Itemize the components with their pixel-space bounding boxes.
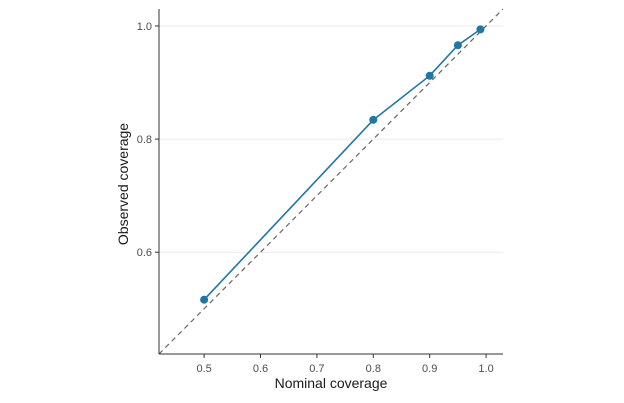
series-layer [200, 25, 485, 304]
grid-layer [159, 25, 503, 253]
tick-layer: 0.6 0.8 1.0 0.5 0.6 0.7 0.8 0.9 1.0 [137, 21, 494, 375]
reference-layer [158, 8, 504, 355]
data-point [453, 41, 462, 50]
x-tick-label: 0.8 [366, 363, 381, 375]
y-axis-title: Observed coverage [115, 123, 131, 245]
x-axis-title: Nominal coverage [275, 375, 388, 391]
data-point [425, 71, 434, 80]
y-tick-label: 0.6 [137, 247, 152, 259]
data-point [200, 295, 209, 304]
identity-reference-line [158, 8, 504, 355]
data-point [476, 25, 485, 34]
data-point [369, 115, 378, 124]
y-tick-label: 0.8 [137, 134, 152, 146]
x-tick-label: 0.9 [422, 363, 437, 375]
y-tick-label: 1.0 [137, 21, 152, 33]
x-tick-label: 0.5 [196, 363, 211, 375]
x-tick-label: 0.6 [253, 363, 268, 375]
series-line [203, 28, 481, 301]
x-tick-label: 0.7 [309, 363, 324, 375]
x-tick-label: 1.0 [478, 363, 493, 375]
axis-layer [158, 9, 503, 355]
